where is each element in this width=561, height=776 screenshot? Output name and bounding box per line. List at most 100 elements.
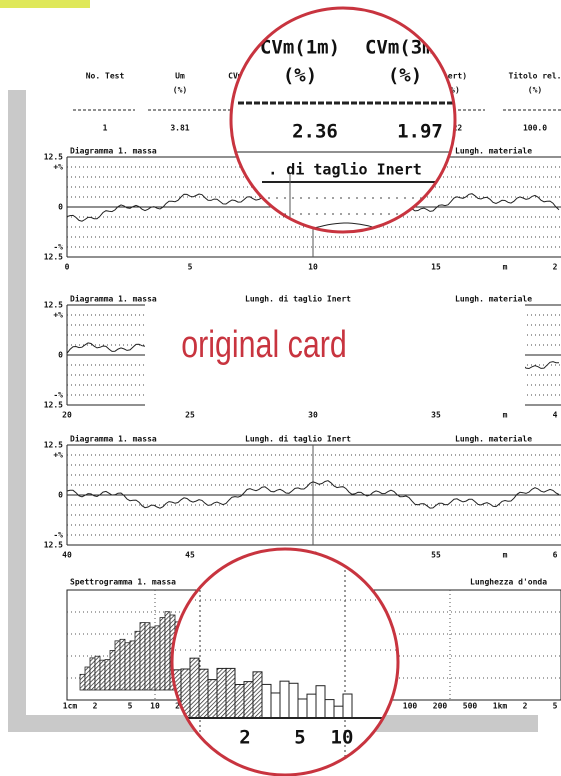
panel-title: Lungh. materiale <box>455 294 532 304</box>
x-label: 5 <box>128 702 133 711</box>
table-header: Titolo rel. <box>509 71 561 81</box>
y-label: 0 <box>58 203 63 212</box>
x-label: 4 <box>553 411 558 420</box>
lens-header: (%) <box>283 65 317 87</box>
x-label: 2 <box>523 702 528 711</box>
panel-title: Diagramma 1. massa <box>70 294 157 304</box>
lens-bg <box>172 549 398 775</box>
panel-title: Diagramma 1. massa <box>70 146 157 156</box>
table-header: %) <box>450 86 460 95</box>
bar <box>189 657 200 719</box>
bar <box>99 659 106 691</box>
x-label: 55 <box>431 551 441 560</box>
bar <box>84 666 91 691</box>
trace <box>66 480 560 509</box>
table-header: (%) <box>173 86 187 95</box>
blank <box>145 303 525 407</box>
y-label: -% <box>53 391 63 400</box>
bar <box>198 668 209 719</box>
x-label: 500 <box>463 702 478 711</box>
bar <box>109 650 116 691</box>
bar <box>134 630 141 691</box>
bar <box>119 638 126 691</box>
table-cell: 3.81 <box>170 124 189 133</box>
bar <box>164 611 171 691</box>
table-header: (%) <box>528 86 542 95</box>
y-label: 12.5 <box>44 253 63 262</box>
y-label: 0 <box>58 351 63 360</box>
bar <box>279 680 290 719</box>
x-label: m <box>503 411 508 420</box>
overlay-text: original card <box>181 324 347 366</box>
bar <box>225 667 236 719</box>
panel-title: Spettrogramma 1. massa <box>70 578 176 587</box>
table-cell: 100.0 <box>523 124 547 133</box>
x-label: 2 <box>553 263 558 272</box>
y-label: +% <box>53 311 63 320</box>
bar <box>154 625 161 691</box>
bar <box>297 698 308 719</box>
lens-header: (%) <box>388 65 422 87</box>
x-label: 20 <box>62 411 72 420</box>
x-label: 1cm <box>63 702 78 711</box>
bar <box>129 640 136 691</box>
bar <box>270 692 281 719</box>
bar <box>159 617 166 691</box>
bar <box>333 705 344 719</box>
bar <box>139 622 146 691</box>
bar <box>315 685 326 719</box>
table-header: Um <box>175 72 185 81</box>
x-label: 0 <box>65 263 70 272</box>
panel-title: Lungh. di taglio Inert <box>245 294 351 304</box>
lens-ring <box>229 6 457 234</box>
bar <box>288 682 299 719</box>
x-label: 15 <box>431 263 441 272</box>
x-label: 35 <box>431 411 441 420</box>
bar <box>89 657 96 691</box>
bar <box>114 640 121 691</box>
table-cell: 1 <box>103 124 108 133</box>
bar <box>79 673 86 691</box>
bar <box>306 693 317 719</box>
x-label: 10 <box>308 263 318 272</box>
panel-title: Lungh. di taglio Inert <box>245 434 351 444</box>
bar <box>234 683 245 719</box>
magnifier: CVm(1m)(%)CVm(3m)(%)2.36 1.97. di taglio … <box>231 8 455 232</box>
table-header: No. Test <box>86 72 125 81</box>
x-label: 5 <box>188 263 193 272</box>
lens-ring <box>170 547 400 776</box>
lens-label: 5 <box>294 727 305 749</box>
x-label: 100 <box>403 702 418 711</box>
panel-title: Lunghezza d'onda <box>470 578 547 587</box>
lens-caption: . di taglio Inert <box>268 161 422 179</box>
bar <box>124 642 131 691</box>
panel-title: Diagramma 1. massa <box>70 434 157 444</box>
y-label: 12.5 <box>44 301 63 310</box>
y-label: 12.5 <box>44 441 63 450</box>
bar <box>94 655 101 691</box>
y-label: 12.5 <box>44 541 63 550</box>
bar <box>261 683 272 719</box>
bar <box>252 671 263 719</box>
bar <box>207 679 218 719</box>
panel-title: Lungh. materiale <box>455 434 532 444</box>
y-label: 12.5 <box>44 153 63 162</box>
table-header: nert) <box>443 72 467 81</box>
shadow <box>8 90 26 720</box>
y-label: 0 <box>58 491 63 500</box>
lens-label: 10 <box>331 727 354 749</box>
x-label: 40 <box>62 551 72 560</box>
lens-value: 2.36 <box>292 121 338 143</box>
panel-title: Lungh. materiale <box>455 146 532 156</box>
x-label: 2 <box>93 702 98 711</box>
bar <box>342 693 353 719</box>
bar <box>243 681 254 719</box>
x-label: 10 <box>150 702 160 711</box>
x-label: 1km <box>493 702 508 711</box>
bar <box>324 699 335 719</box>
bar <box>104 659 111 691</box>
x-label: 5 <box>553 702 558 711</box>
x-label: m <box>503 263 508 272</box>
y-label: -% <box>53 243 63 252</box>
bar <box>149 626 156 691</box>
